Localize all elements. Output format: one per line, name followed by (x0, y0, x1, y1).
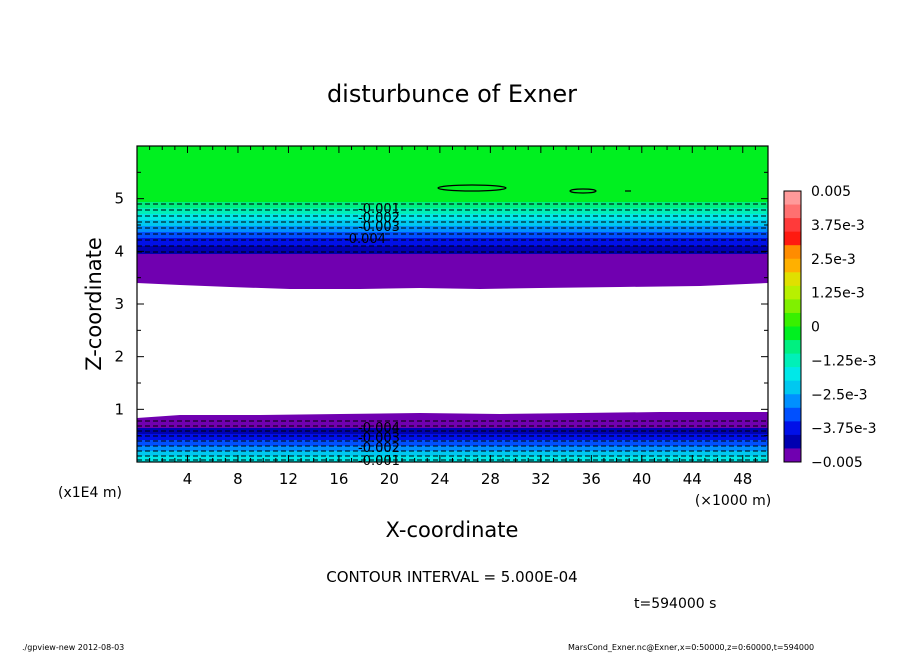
band-12 (137, 446, 768, 451)
colorbar-swatch (784, 407, 801, 422)
x-tick-label: 48 (733, 470, 752, 488)
x-tick-label: 28 (481, 470, 500, 488)
x-tick-labels: 4 8 12 16 20 24 28 32 36 40 44 48 (183, 470, 753, 488)
band-8 (137, 246, 768, 254)
y-tick-label: 2 (114, 348, 124, 366)
colorbar-swatch (784, 380, 801, 395)
colorbar-swatch (784, 340, 801, 355)
colorbar-label: 3.75e-3 (811, 218, 865, 234)
colorbar-swatch (784, 258, 801, 273)
colorbar-swatch (784, 191, 801, 206)
colorbar-label: −1.25e-3 (811, 353, 876, 369)
band-10 (137, 434, 768, 440)
colorbar-label: −0.005 (811, 455, 863, 471)
band-13 (137, 451, 768, 456)
x-tick-label: 36 (582, 470, 601, 488)
contour-label: -0.003 (358, 431, 400, 446)
colorbar-swatch (784, 218, 801, 233)
colorbar-swatch (784, 394, 801, 409)
band-3 (137, 214, 768, 220)
colorbar-label: −2.5e-3 (811, 387, 868, 403)
y-unit-label: (x1E4 m) (58, 485, 122, 501)
colorbar-swatch (784, 326, 801, 341)
y-tick-label: 5 (114, 190, 124, 208)
contour-label: -0.004 (344, 232, 386, 247)
x-axis-label: X-coordinate (386, 518, 519, 542)
x-tick-label: 32 (531, 470, 550, 488)
y-tick-label: 4 (114, 242, 124, 260)
x-unit-label: (×1000 m) (695, 493, 771, 509)
contour-label: -0.002 (358, 441, 400, 456)
colorbar-label: 0 (811, 320, 820, 336)
band-4 (137, 220, 768, 226)
band-5 (137, 226, 768, 232)
colorbar-swatch (784, 353, 801, 368)
y-tick-label: 1 (114, 400, 124, 418)
y-tick-label: 3 (114, 295, 124, 313)
x-tick-label: 8 (233, 470, 243, 488)
x-tick-label: 44 (683, 470, 702, 488)
band-green (137, 146, 768, 202)
band-purple-top (137, 254, 768, 289)
colorbar-label: 0.005 (811, 184, 851, 200)
band-11 (137, 440, 768, 446)
colorbar (784, 191, 801, 463)
colorbar-swatch (784, 272, 801, 287)
contour-label: -0.004 (358, 421, 400, 436)
contour-interval: CONTOUR INTERVAL = 5.000E-04 (326, 568, 577, 586)
colorbar-frame (783, 190, 802, 463)
colorbar-swatch (784, 448, 801, 463)
colorbar-swatch (784, 312, 801, 327)
contour-label: -0.001 (358, 202, 400, 217)
closed-contour-1 (437, 184, 507, 192)
band-2 (137, 208, 768, 214)
colorbar-label: 1.25e-3 (811, 286, 865, 302)
x-tick-label: 4 (183, 470, 193, 488)
contour-label: -0.003 (358, 220, 400, 235)
chart-title: disturbunce of Exner (327, 80, 577, 108)
x-tick-label: 16 (329, 470, 348, 488)
x-tick-label: 24 (430, 470, 449, 488)
y-tick-labels: 1 2 3 4 5 (114, 190, 124, 419)
contour-labels: -0.001 -0.002 -0.003 -0.004 -0.004 -0.00… (344, 202, 400, 469)
colorbar-swatch (784, 245, 801, 260)
x-tick-label: 12 (279, 470, 298, 488)
footer-left: ./gpview-new 2012-08-03 (22, 643, 125, 652)
band-6 (137, 232, 768, 238)
colorbar-swatch (784, 285, 801, 300)
colorbar-label: −3.75e-3 (811, 421, 876, 437)
band-1 (137, 202, 768, 208)
contour-field: -0.001 -0.002 -0.003 -0.004 -0.004 -0.00… (137, 146, 768, 469)
axis-ticks (137, 146, 768, 462)
colorbar-swatch (784, 231, 801, 246)
colorbar-swatch (784, 434, 801, 449)
colorbar-swatch (784, 204, 801, 219)
colorbar-swatch (784, 421, 801, 436)
colorbar-label: 2.5e-3 (811, 252, 856, 268)
x-tick-label: 40 (632, 470, 651, 488)
colorbar-swatch (784, 299, 801, 314)
colorbar-labels: 0.005 3.75e-3 2.5e-3 1.25e-3 0 −1.25e-3 −2.5e-… (811, 184, 876, 471)
colorbar-swatch (784, 367, 801, 382)
band-7 (137, 238, 768, 246)
closed-contour-2 (569, 188, 597, 194)
time-label: t=594000 s (634, 596, 716, 612)
x-tick-label: 20 (380, 470, 399, 488)
y-axis-label: Z-coordinate (82, 237, 106, 371)
footer-right: MarsCond_Exner.nc@Exner,x=0:50000,z=0:60… (568, 643, 815, 652)
contour-label: -0.002 (358, 211, 400, 226)
